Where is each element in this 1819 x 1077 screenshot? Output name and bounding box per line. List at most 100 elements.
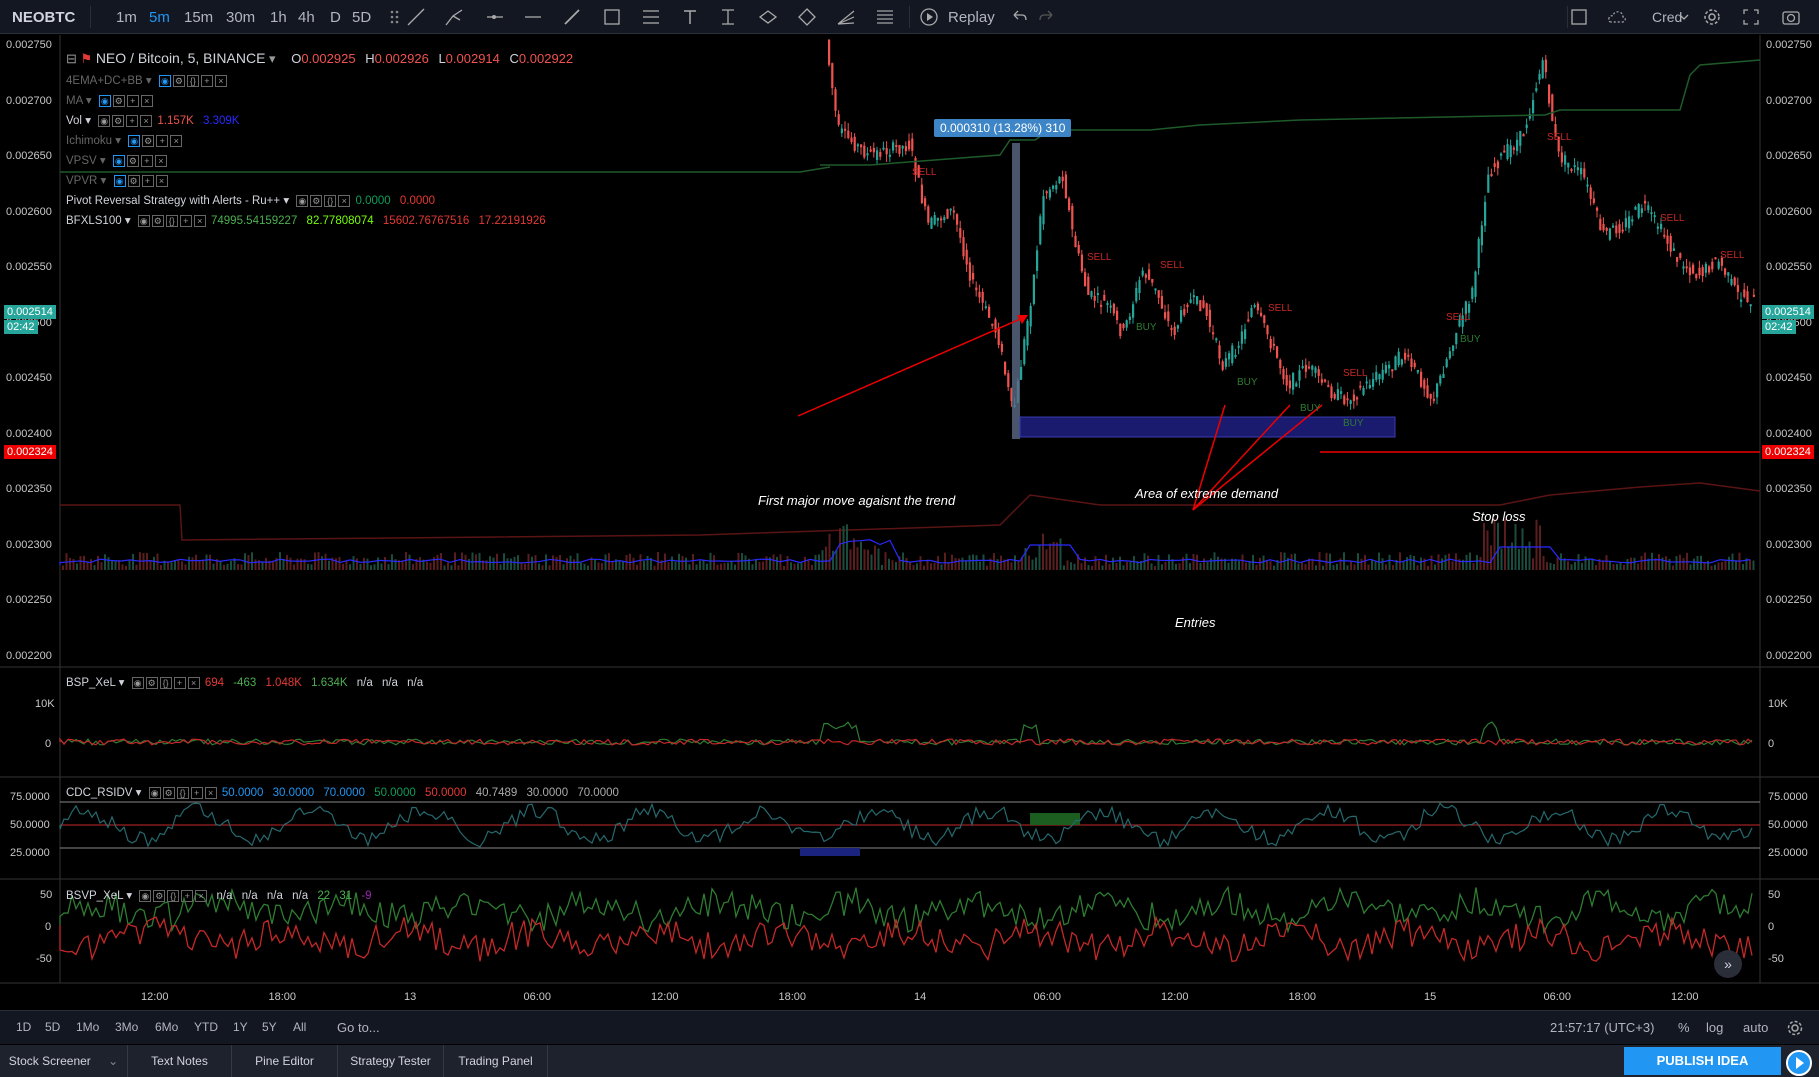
source-icon[interactable]: {} (159, 676, 172, 689)
more-icon[interactable]: + (156, 134, 169, 147)
range-ytd[interactable]: YTD (194, 1020, 218, 1034)
gear-icon[interactable] (1701, 6, 1723, 28)
range-1y[interactable]: 1Y (233, 1020, 248, 1034)
trend-line-icon[interactable] (405, 6, 427, 28)
source-icon[interactable]: {} (186, 74, 199, 87)
timeframe-15m[interactable]: 15m (184, 9, 214, 26)
chevron-down-icon[interactable] (1673, 6, 1695, 28)
close-icon[interactable]: × (214, 74, 227, 87)
close-icon[interactable]: × (155, 174, 168, 187)
close-icon[interactable]: × (204, 786, 217, 799)
range-all[interactable]: All (293, 1020, 307, 1034)
measure-label[interactable]: 0.000310 (13.28%) 310 (934, 119, 1072, 137)
annotation-stop-loss[interactable]: Stop loss (1472, 509, 1526, 524)
eye-icon[interactable]: ◉ (98, 114, 111, 127)
gear-icon[interactable]: ⚙ (127, 174, 140, 187)
timeframe-30m[interactable]: 30m (226, 9, 256, 26)
cloud-icon[interactable] (1606, 6, 1628, 28)
timeframe-1m[interactable]: 1m (116, 9, 137, 26)
gear-icon[interactable]: ⚙ (172, 74, 185, 87)
eye-icon[interactable]: ◉ (112, 154, 125, 167)
annotation-demand[interactable]: Area of extreme demand (1135, 486, 1279, 501)
pitchfork-icon[interactable] (443, 6, 465, 28)
source-icon[interactable]: {} (324, 194, 337, 207)
close-icon[interactable]: × (195, 889, 208, 902)
ellipse-icon[interactable] (757, 6, 779, 28)
chart-area[interactable]: SELL SELL BUY SELL BUY SELL BUY SELL BUY SELL BUY S… (0, 35, 1819, 1010)
timeframe-5d[interactable]: 5D (352, 9, 372, 26)
more-icon[interactable]: + (141, 174, 154, 187)
indicator-legend-vpvr[interactable]: VPVR ▾ ◉ ⚙ + × (66, 173, 170, 187)
indicator-legend-4ema[interactable]: 4EMA+DC+BB ▾ ◉ ⚙{} + × (66, 73, 229, 87)
replay-icon[interactable] (918, 6, 940, 28)
fullscreen-icon[interactable] (1740, 6, 1762, 28)
tab-stock-screener[interactable]: Stock Screener ⌄ (0, 1045, 128, 1077)
indicator-legend-pivot[interactable]: Pivot Reversal Strategy with Alerts - Ru… (66, 194, 436, 207)
gear-icon[interactable]: ⚙ (153, 889, 166, 902)
gear-icon[interactable]: ⚙ (162, 786, 175, 799)
horizontal-line-icon[interactable] (522, 6, 544, 28)
more-icon[interactable]: + (200, 74, 213, 87)
log-toggle[interactable]: log (1706, 1020, 1724, 1035)
publish-idea-button[interactable]: PUBLISH IDEA (1624, 1047, 1781, 1075)
close-icon[interactable]: × (154, 154, 167, 167)
symbol-search[interactable]: NEOBTC (12, 9, 76, 26)
more-icon[interactable]: + (179, 214, 192, 227)
source-icon[interactable]: {} (165, 214, 178, 227)
timeframe-1h[interactable]: 1h (270, 9, 287, 26)
eye-icon[interactable]: ◉ (139, 889, 152, 902)
eye-icon[interactable]: ◉ (158, 74, 171, 87)
tab-text-notes[interactable]: Text Notes (128, 1045, 232, 1077)
gear-icon[interactable]: ⚙ (145, 676, 158, 689)
annotation-first-move[interactable]: First major move agaisnt the trend (758, 493, 956, 508)
gear-icon[interactable]: ⚙ (310, 194, 323, 207)
drag-handle-icon[interactable] (384, 6, 406, 28)
redo-icon[interactable] (1036, 6, 1058, 28)
auto-toggle[interactable]: auto (1743, 1020, 1769, 1035)
close-icon[interactable]: × (193, 214, 206, 227)
close-icon[interactable]: × (140, 94, 153, 107)
long-position-icon[interactable] (874, 6, 896, 28)
gear-icon[interactable]: ⚙ (126, 154, 139, 167)
tab-trading-panel[interactable]: Trading Panel (444, 1045, 548, 1077)
timeframe-d[interactable]: D (330, 9, 341, 26)
flag-icon[interactable]: ⚑ (80, 51, 93, 66)
close-icon[interactable]: × (338, 194, 351, 207)
close-icon[interactable]: × (170, 134, 183, 147)
bsvp-legend[interactable]: BSVP_XeL ▾ ◉ ⚙{} + × n/a n/a n/a n/a 22 31 … (66, 889, 372, 902)
eye-icon[interactable]: ◉ (128, 134, 141, 147)
gear-icon[interactable] (1785, 1018, 1805, 1038)
collapse-icon[interactable]: ⊟ (66, 51, 77, 66)
play-icon[interactable] (1785, 1049, 1813, 1077)
camera-icon[interactable] (1780, 6, 1802, 28)
more-icon[interactable]: + (140, 154, 153, 167)
range-1d[interactable]: 1D (16, 1020, 32, 1034)
rsi-legend[interactable]: CDC_RSIDV ▾ ◉ ⚙{} + × 50.0000 30.0000 70.00… (66, 786, 619, 799)
price-range-icon[interactable] (717, 6, 739, 28)
undo-icon[interactable] (1008, 6, 1030, 28)
indicator-legend-ma[interactable]: MA ▾ ◉ ⚙ + × (66, 93, 155, 107)
indicator-legend-vol[interactable]: Vol ▾ ◉ ⚙ + × 1.157K 3.309K (66, 114, 240, 127)
more-icon[interactable]: + (190, 786, 203, 799)
range-1mo[interactable]: 1Mo (76, 1020, 100, 1034)
gear-icon[interactable]: ⚙ (112, 94, 125, 107)
more-icon[interactable]: + (126, 114, 139, 127)
main-series-title[interactable]: NEO / Bitcoin, 5, BINANCE (95, 50, 266, 66)
more-icon[interactable]: + (181, 889, 194, 902)
indicator-legend-bfxls[interactable]: BFXLS100 ▾ ◉ ⚙{} + × 74995.54159227 82.7780… (66, 214, 546, 227)
eye-icon[interactable]: ◉ (137, 214, 150, 227)
tab-strategy-tester[interactable]: Strategy Tester (338, 1045, 444, 1077)
horizontal-ray-icon[interactable] (484, 6, 506, 28)
fullscreen-square-icon[interactable] (1568, 6, 1590, 28)
goto-button[interactable]: Go to... (337, 1020, 380, 1035)
annotation-entries[interactable]: Entries (1175, 615, 1216, 630)
range-5y[interactable]: 5Y (262, 1020, 277, 1034)
replay-button[interactable]: Replay (948, 9, 995, 26)
brush-icon[interactable] (561, 6, 583, 28)
percent-toggle[interactable]: % (1678, 1020, 1690, 1035)
tab-pine-editor[interactable]: Pine Editor (232, 1045, 338, 1077)
indicator-legend-vpsv[interactable]: VPSV ▾ ◉ ⚙ + × (66, 153, 169, 167)
forecast-icon[interactable] (835, 6, 857, 28)
eye-icon[interactable]: ◉ (131, 676, 144, 689)
source-icon[interactable]: {} (176, 786, 189, 799)
